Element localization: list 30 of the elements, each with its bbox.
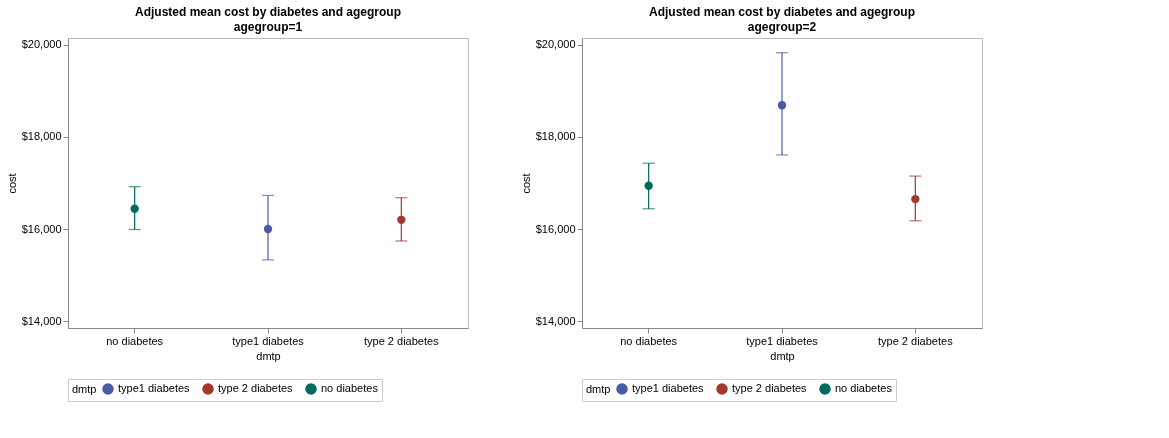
chart-subtitle: agegroup=1 xyxy=(233,20,303,34)
legend-title: dmtp xyxy=(586,383,611,395)
x-tick-label: type 2 diabetes xyxy=(878,334,954,347)
x-axis-title: dmtp xyxy=(770,349,795,362)
x-tick-label: no diabetes xyxy=(620,334,678,347)
legend-title: dmtp xyxy=(72,383,97,395)
y-axis-title: cost xyxy=(5,173,18,194)
chart-subtitle: agegroup=2 xyxy=(747,20,817,34)
y-tick-label: $20,000 xyxy=(21,38,62,51)
y-tick-label: $14,000 xyxy=(535,314,576,327)
y-axis-title: cost xyxy=(519,173,532,194)
x-tick-label: type1 diabetes xyxy=(746,334,819,347)
y-tick-label: $18,000 xyxy=(21,130,62,143)
legend-label: no diabetes xyxy=(835,382,893,394)
y-tick-label: $14,000 xyxy=(21,314,62,327)
legend-label: type1 diabetes xyxy=(118,382,191,394)
x-axis-title: dmtp xyxy=(256,349,281,362)
legend-label: type1 diabetes xyxy=(632,382,705,394)
legend-label: no diabetes xyxy=(321,382,379,394)
legend-label: type 2 diabetes xyxy=(732,382,808,394)
x-tick-label: no diabetes xyxy=(106,334,164,347)
y-tick-label: $18,000 xyxy=(535,130,576,143)
y-tick-label: $16,000 xyxy=(21,222,62,235)
x-tick-label: type 2 diabetes xyxy=(364,334,440,347)
chart-title: Adjusted mean cost by diabetes and agegroup xyxy=(134,5,402,19)
x-tick-label: type1 diabetes xyxy=(232,334,305,347)
y-tick-label: $20,000 xyxy=(535,38,576,51)
chart-title: Adjusted mean cost by diabetes and agegroup xyxy=(648,5,916,19)
legend-label: type 2 diabetes xyxy=(218,382,294,394)
y-tick-label: $16,000 xyxy=(535,222,576,235)
